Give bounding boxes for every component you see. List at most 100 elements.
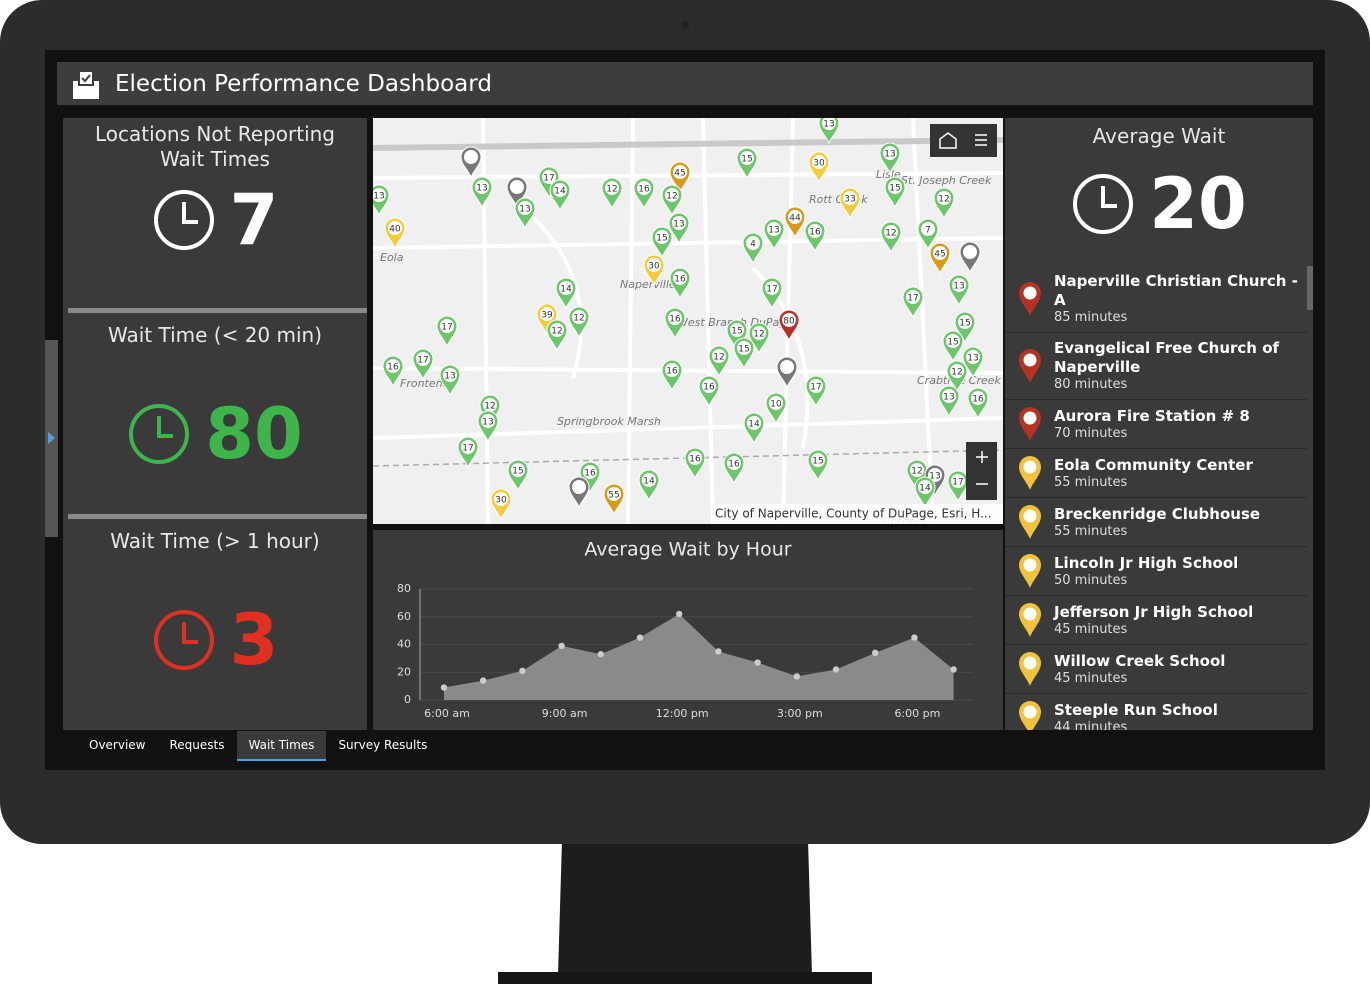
- location-item[interactable]: Steeple Run School 44 minutes: [1005, 694, 1307, 730]
- map-pin[interactable]: [506, 176, 528, 209]
- location-text: Lincoln Jr High School 50 minutes: [1054, 554, 1238, 589]
- map-pin[interactable]: 17: [457, 436, 479, 469]
- map-pin[interactable]: 17: [761, 277, 783, 310]
- location-item[interactable]: Eola Community Center 55 minutes: [1005, 449, 1307, 498]
- map-pin[interactable]: 12: [568, 306, 590, 339]
- map-pin[interactable]: 13: [948, 274, 970, 307]
- map-pin[interactable]: 12: [708, 345, 730, 378]
- map-pin[interactable]: 13: [763, 218, 785, 251]
- map-pin[interactable]: 13: [471, 176, 493, 209]
- map-pin[interactable]: 13: [439, 364, 461, 397]
- map-pin[interactable]: 44: [784, 206, 806, 239]
- map-pin[interactable]: 15: [942, 330, 964, 363]
- map-pin[interactable]: 17: [902, 286, 924, 319]
- map-pin[interactable]: 16: [669, 267, 691, 300]
- map-pin[interactable]: 12: [933, 187, 955, 220]
- map-pin[interactable]: 12: [479, 394, 501, 427]
- map-pin[interactable]: 30: [643, 254, 665, 287]
- map-pin[interactable]: 13: [818, 118, 840, 145]
- location-item[interactable]: Breckenridge Clubhouse 55 minutes: [1005, 498, 1307, 547]
- tab[interactable]: Overview: [89, 738, 146, 752]
- map-pin[interactable]: 17: [538, 166, 560, 199]
- map-pin[interactable]: 17: [805, 375, 827, 408]
- map-pin[interactable]: 12: [906, 459, 928, 492]
- map-pin[interactable]: 15: [507, 459, 529, 492]
- map-pin[interactable]: 14: [914, 476, 936, 509]
- map-pin[interactable]: 12: [546, 319, 568, 352]
- map-pin[interactable]: 15: [651, 226, 673, 259]
- map-pin[interactable]: 16: [382, 355, 404, 388]
- map-pin[interactable]: [568, 476, 590, 509]
- map-pin[interactable]: 13: [514, 197, 536, 230]
- average-wait-value: 20: [1149, 163, 1247, 245]
- map-pin[interactable]: 10: [765, 392, 787, 425]
- location-item[interactable]: Evangelical Free Church of Naperville 80 …: [1005, 333, 1307, 400]
- tab[interactable]: Survey Results: [338, 738, 428, 752]
- map-pin[interactable]: 12: [601, 177, 623, 210]
- map-pin[interactable]: 80: [778, 309, 800, 342]
- map-pin[interactable]: 17: [947, 470, 969, 503]
- pin-center: [637, 181, 651, 195]
- tab[interactable]: Requests: [169, 738, 225, 752]
- map-pin[interactable]: 16: [633, 177, 655, 210]
- map-pin[interactable]: 15: [884, 176, 906, 209]
- tab[interactable]: Wait Times: [236, 731, 327, 761]
- map-pin[interactable]: 30: [490, 488, 512, 521]
- location-item[interactable]: Willow Creek School 45 minutes: [1005, 645, 1307, 694]
- map-pin[interactable]: 30: [808, 151, 830, 184]
- map-pin[interactable]: 15: [736, 147, 758, 180]
- map-pin[interactable]: [460, 146, 482, 179]
- layers-button[interactable]: [975, 134, 987, 146]
- map-pin[interactable]: 55: [603, 483, 625, 516]
- y-tick-label: 20: [397, 665, 411, 678]
- map-pin[interactable]: 16: [661, 359, 683, 392]
- map-pin[interactable]: 17: [436, 315, 458, 348]
- map-pin[interactable]: 13: [373, 184, 390, 217]
- map-pin[interactable]: 16: [698, 375, 720, 408]
- map-pin[interactable]: 16: [664, 307, 686, 340]
- map-pin[interactable]: 40: [384, 217, 406, 250]
- zoom-in[interactable]: [976, 451, 988, 463]
- map-pin[interactable]: 13: [938, 385, 960, 418]
- highway: [373, 137, 1003, 151]
- map-pin[interactable]: 14: [555, 277, 577, 310]
- location-item[interactable]: Naperville Christian Church - A 85 minute…: [1005, 266, 1307, 333]
- map-pin[interactable]: 12: [661, 184, 683, 217]
- expand-arrow[interactable]: [48, 432, 55, 444]
- pin-center: [963, 245, 977, 259]
- location-item[interactable]: Lincoln Jr High School 50 minutes: [1005, 547, 1307, 596]
- pin-label: 16: [809, 228, 821, 238]
- map-pin[interactable]: 15: [726, 319, 748, 352]
- map-pin[interactable]: [959, 241, 981, 274]
- map-pin[interactable]: 33: [839, 187, 861, 220]
- map-pin[interactable]: 16: [723, 452, 745, 485]
- scrollbar[interactable]: [1307, 266, 1313, 310]
- map-pin[interactable]: 16: [967, 387, 989, 420]
- home-button[interactable]: [939, 132, 957, 149]
- map-pin[interactable]: 15: [954, 311, 976, 344]
- location-item[interactable]: Jefferson Jr High School 45 minutes: [1005, 596, 1307, 645]
- map-pin[interactable]: 12: [880, 221, 902, 254]
- map-pin[interactable]: 16: [804, 220, 826, 253]
- location-item[interactable]: Aurora Fire Station # 8 70 minutes: [1005, 400, 1307, 449]
- map-pin[interactable]: 13: [879, 142, 901, 175]
- map-pin[interactable]: 15: [733, 337, 755, 370]
- map-pin[interactable]: 45: [929, 242, 951, 275]
- map-pin[interactable]: 15: [807, 449, 829, 482]
- map-pin[interactable]: 16: [579, 461, 601, 494]
- map-pin[interactable]: 12: [946, 360, 968, 393]
- map-pin[interactable]: 45: [669, 161, 691, 194]
- map-pin[interactable]: 14: [743, 412, 765, 445]
- map-pin[interactable]: 17: [412, 348, 434, 381]
- map-pin[interactable]: 7: [917, 218, 939, 251]
- map-pin[interactable]: 13: [668, 212, 690, 245]
- map-pin[interactable]: 4: [742, 232, 764, 265]
- map-pin[interactable]: 13: [477, 410, 499, 443]
- map-pin[interactable]: [776, 356, 798, 389]
- map-pin[interactable]: 14: [549, 179, 571, 212]
- pin-label: 14: [560, 285, 572, 295]
- pin-center: [440, 319, 454, 333]
- map-pin[interactable]: 16: [684, 447, 706, 480]
- map-pin[interactable]: 14: [638, 469, 660, 502]
